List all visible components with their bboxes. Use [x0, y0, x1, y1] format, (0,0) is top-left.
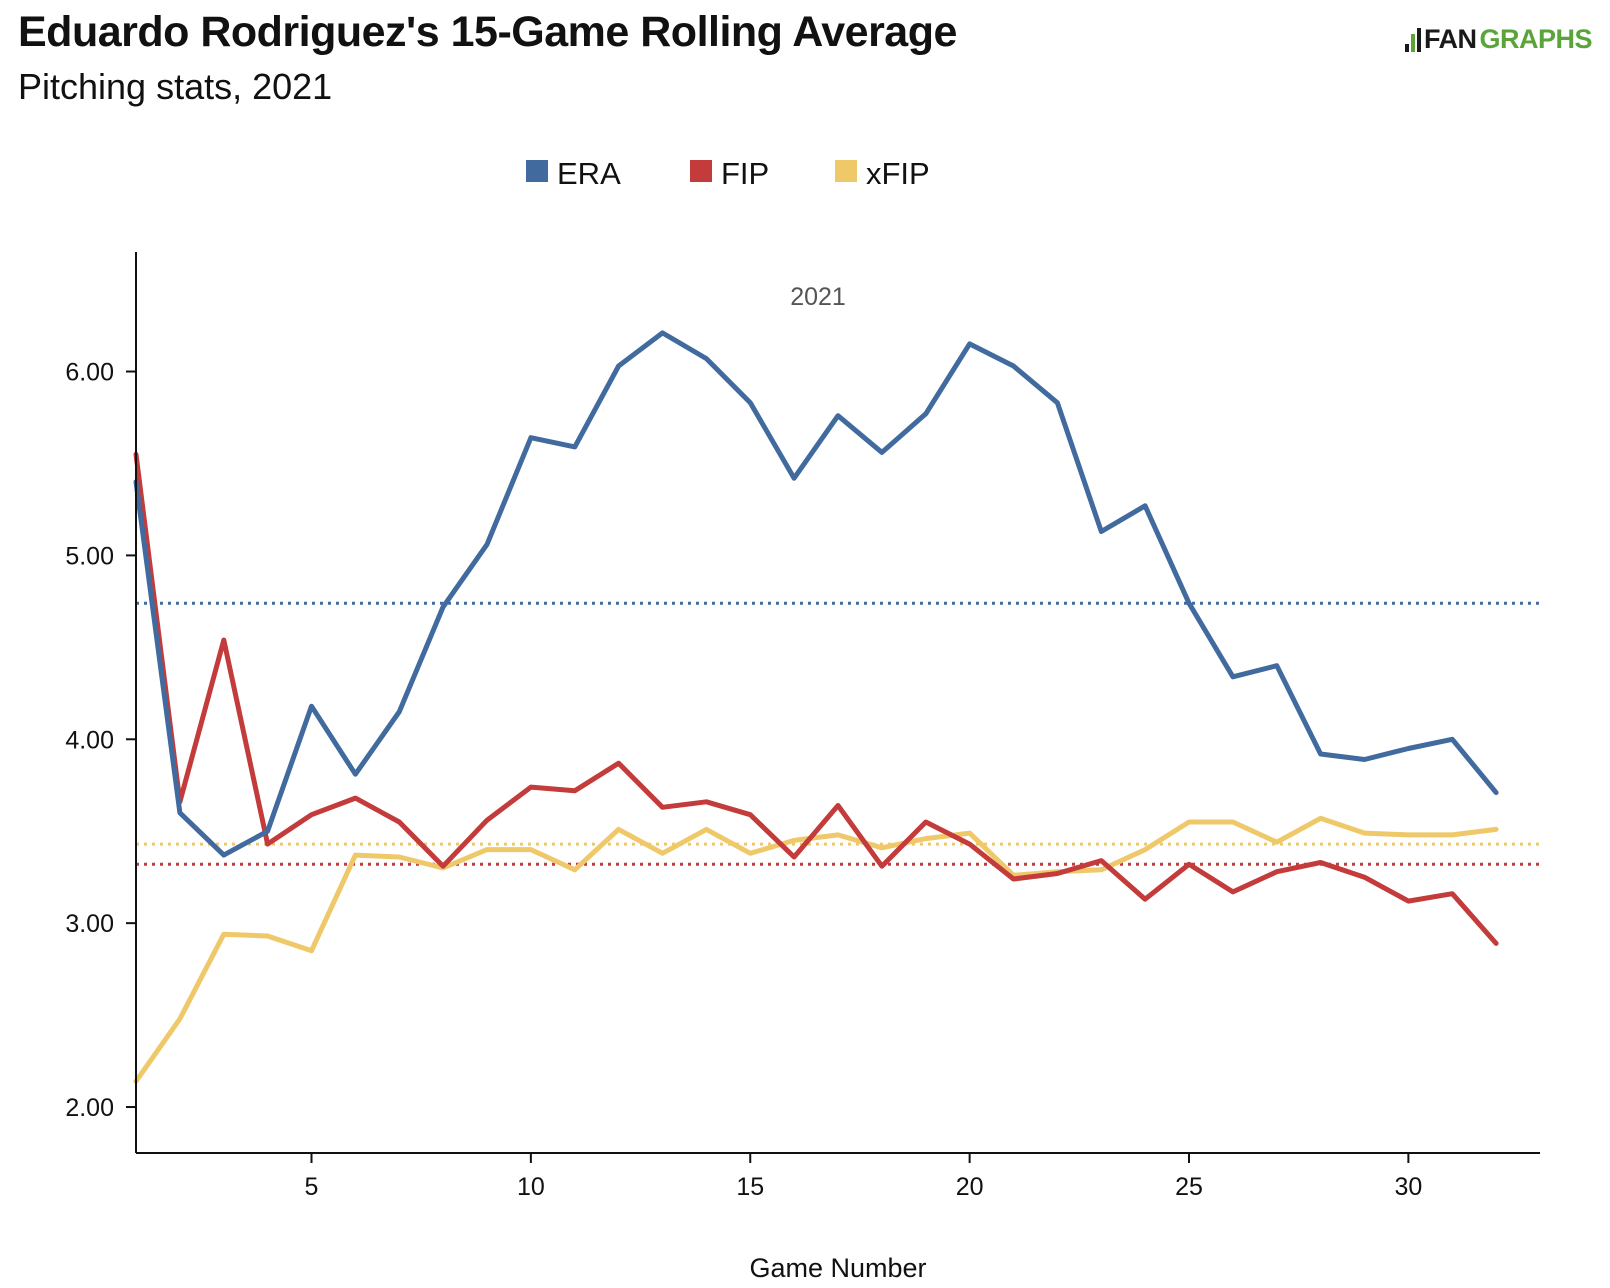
x-tick-label: 10 — [517, 1173, 545, 1201]
logo-text-graphs: GRAPHS — [1479, 24, 1592, 54]
x-tick-label: 15 — [736, 1173, 764, 1201]
y-tick-label: 2.00 — [65, 1094, 114, 1122]
chart-legend: ERA FIP xFIP — [526, 156, 930, 191]
series-line-era — [133, 330, 1499, 858]
y-tick-label: 5.00 — [65, 542, 114, 570]
legend-swatch-fip — [690, 160, 712, 182]
x-tick-label: 5 — [305, 1173, 319, 1201]
y-tick-label: 4.00 — [65, 726, 114, 754]
x-tick-label: 25 — [1175, 1173, 1203, 1201]
season-average-lines — [136, 601, 1540, 866]
chart-axes: 2.00 3.00 4.00 5.00 6.00 5 10 15 20 25 30 — [65, 252, 1540, 1201]
x-tick-label: 20 — [956, 1173, 984, 1201]
legend-swatch-xfip — [835, 160, 857, 182]
chart-subtitle: Pitching stats, 2021 — [18, 66, 333, 107]
series-line-fip — [133, 451, 1499, 946]
series-lines — [133, 330, 1499, 1084]
chart-title: Eduardo Rodriguez's 15-Game Rolling Aver… — [18, 8, 957, 56]
legend-label-fip: FIP — [721, 156, 769, 191]
legend-swatch-era — [526, 160, 548, 182]
series-line-xfip — [133, 815, 1499, 1084]
panel-label: 2021 — [790, 283, 846, 311]
legend-label-xfip: xFIP — [866, 156, 930, 191]
x-axis-title: Game Number — [749, 1253, 926, 1283]
y-tick-label: 6.00 — [65, 359, 114, 387]
x-tick-label: 30 — [1394, 1173, 1422, 1201]
legend-label-era: ERA — [557, 156, 621, 191]
logo-text-fan: FAN — [1423, 24, 1477, 54]
fangraphs-logo-icon — [1404, 27, 1421, 52]
y-tick-label: 3.00 — [65, 910, 114, 938]
fangraphs-logo[interactable]: FAN GRAPHS — [1404, 24, 1592, 55]
